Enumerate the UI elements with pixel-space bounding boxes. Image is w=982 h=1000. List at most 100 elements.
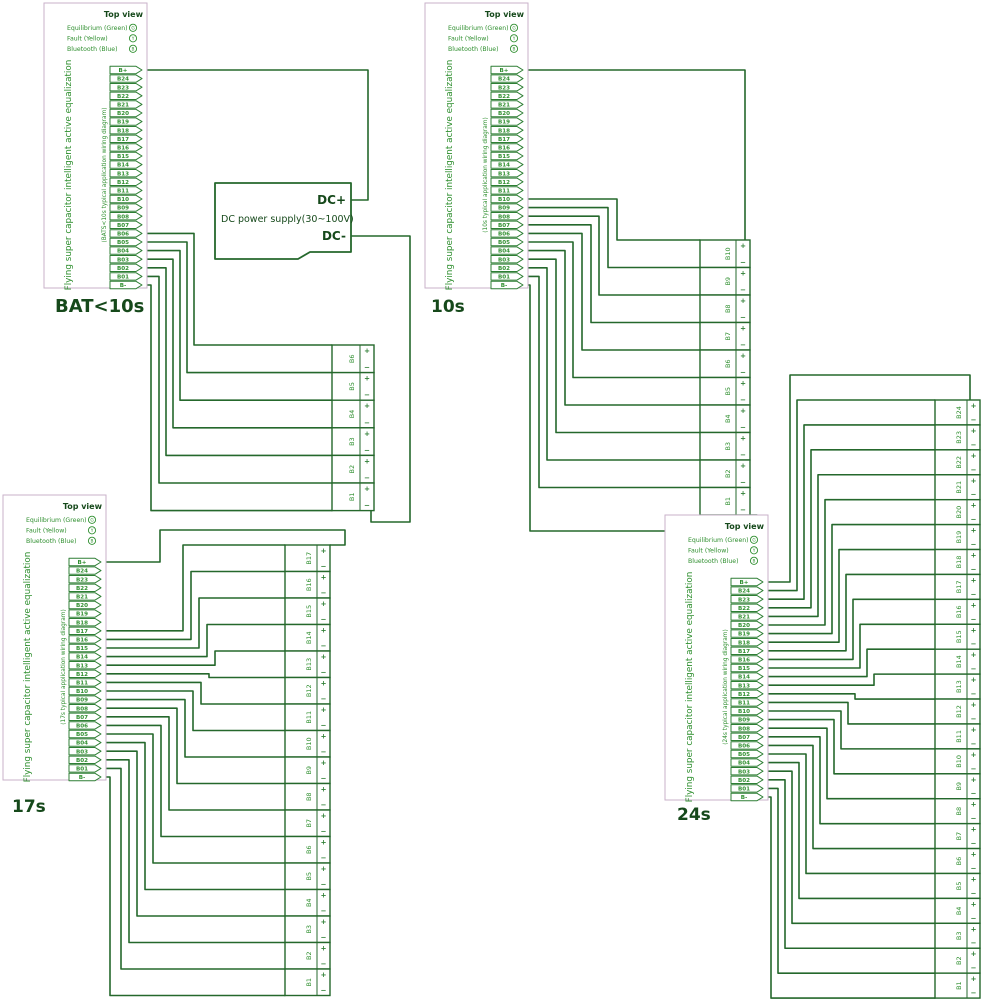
terminal-shape	[490, 134, 524, 143]
cell-plus-mark: +	[321, 971, 327, 979]
cell-plus-mark: +	[971, 452, 977, 460]
battery-cell-body	[699, 266, 751, 296]
cell-minus-mark: −	[971, 565, 977, 573]
cell-plus-mark: +	[740, 435, 746, 443]
terminal-b08: B08	[490, 212, 524, 221]
terminal-shape	[109, 280, 143, 290]
wire-B10	[524, 198, 701, 241]
cell-minus-mark: −	[971, 914, 977, 922]
wire-B06	[524, 232, 701, 351]
battery-cell-B16: B16 + −	[284, 570, 331, 599]
terminal-label: B12	[76, 672, 88, 678]
terminal-b06: B06	[490, 229, 524, 238]
terminal-shape	[109, 255, 143, 264]
wire-B08	[764, 727, 936, 800]
terminal-label: B17	[738, 649, 750, 655]
terminal-label: B13	[498, 171, 510, 177]
terminal-label: B08	[76, 706, 88, 712]
cell-minus-mark: −	[321, 881, 327, 889]
battery-cell-body	[699, 321, 751, 351]
battery-cell-B7: B7 + −	[284, 809, 331, 838]
wire-B09	[524, 206, 701, 269]
cell-label: B17	[955, 581, 963, 594]
cell-label: B8	[955, 807, 963, 816]
terminal-label: B02	[498, 266, 510, 272]
terminal-label: B21	[76, 595, 88, 601]
terminal-b02: B02	[109, 263, 143, 272]
terminal-shape	[68, 747, 102, 756]
cell-minus-mark: −	[971, 889, 977, 897]
terminal-b17: B17	[730, 646, 764, 655]
terminal-label: B01	[498, 275, 510, 281]
terminal-b24: B24	[490, 74, 524, 83]
terminal-b07: B07	[68, 712, 102, 721]
terminal-b05: B05	[68, 729, 102, 739]
diagram-24s: B24+−B23+−B22+−B21+−B20+−B19+−B18+−B17+−…	[664, 374, 981, 999]
terminal-shape	[730, 767, 764, 776]
wire-B13	[102, 650, 286, 667]
wires-bat-under-10s	[143, 69, 411, 523]
terminal-shape	[68, 721, 102, 730]
terminal-label: B19	[738, 632, 750, 638]
cell-label: B6	[348, 354, 356, 363]
cell-label: B4	[305, 898, 313, 907]
legend-symbol: Y	[90, 528, 94, 534]
cell-plus-mark: +	[971, 651, 977, 659]
terminal-b21: B21	[109, 100, 143, 109]
cell-plus-mark: +	[971, 527, 977, 535]
cell-label: B16	[305, 578, 313, 591]
diagram-label-17s: 17s	[12, 797, 46, 817]
terminal-label: B+	[78, 560, 87, 566]
cell-minus-mark: −	[971, 740, 977, 748]
battery-cell-body	[934, 748, 981, 775]
terminal-shape	[490, 186, 524, 195]
terminal-label: B01	[738, 787, 750, 793]
terminal-label: B08	[498, 214, 510, 220]
terminal-shape	[490, 74, 524, 83]
terminal-shape	[109, 169, 143, 178]
status-led-icon	[128, 23, 138, 32]
terminal-b06: B06	[730, 741, 764, 750]
cell-plus-mark: +	[364, 347, 370, 355]
battery-cell-body	[331, 371, 375, 401]
terminal-label: B06	[117, 232, 129, 238]
terminal-label: B15	[738, 666, 750, 672]
cell-plus-mark: +	[971, 576, 977, 584]
terminal-label: B15	[498, 154, 510, 160]
legend-item: Equilibrium (Green) G	[448, 23, 519, 32]
terminal-shape	[109, 74, 143, 83]
terminal-label: B18	[498, 128, 510, 134]
wires-17s	[102, 529, 346, 997]
battery-cell-B4: B4 + −	[284, 888, 331, 917]
terminal-label: B24	[76, 569, 88, 575]
cell-minus-mark: −	[971, 416, 977, 424]
terminal-b24: B24	[68, 566, 102, 575]
cell-plus-mark: +	[321, 653, 327, 661]
top-view-label: Top view	[104, 10, 144, 19]
dc-plus-label: DC+	[317, 193, 346, 207]
cell-label: B5	[305, 872, 313, 881]
wire-B16	[764, 598, 936, 661]
terminal-b23: B23	[730, 595, 764, 604]
cell-label: B3	[724, 442, 732, 451]
legend-item: Bluetooth (Blue) B	[688, 556, 759, 565]
cell-label: B4	[955, 907, 963, 916]
cell-minus-mark: −	[740, 424, 746, 432]
terminal-shape	[68, 695, 102, 704]
battery-cell-body	[934, 523, 981, 551]
terminal-b12: B12	[68, 669, 102, 678]
terminal-label: B01	[117, 275, 129, 281]
terminal-label: B+	[119, 68, 128, 74]
terminal-label: B11	[76, 681, 88, 687]
wire-B05	[143, 241, 333, 374]
terminal-b09: B09	[730, 715, 764, 724]
wires-10s	[524, 69, 758, 532]
terminal-b23: B23	[490, 83, 524, 92]
terminal-shape	[730, 741, 764, 750]
terminal-shape	[109, 151, 143, 161]
legend-text: Equilibrium (Green)	[67, 25, 128, 32]
wire-special	[350, 235, 411, 523]
cell-minus-mark: −	[321, 695, 327, 703]
terminal-b11: B11	[68, 678, 102, 687]
terminal-label: B10	[117, 197, 129, 203]
